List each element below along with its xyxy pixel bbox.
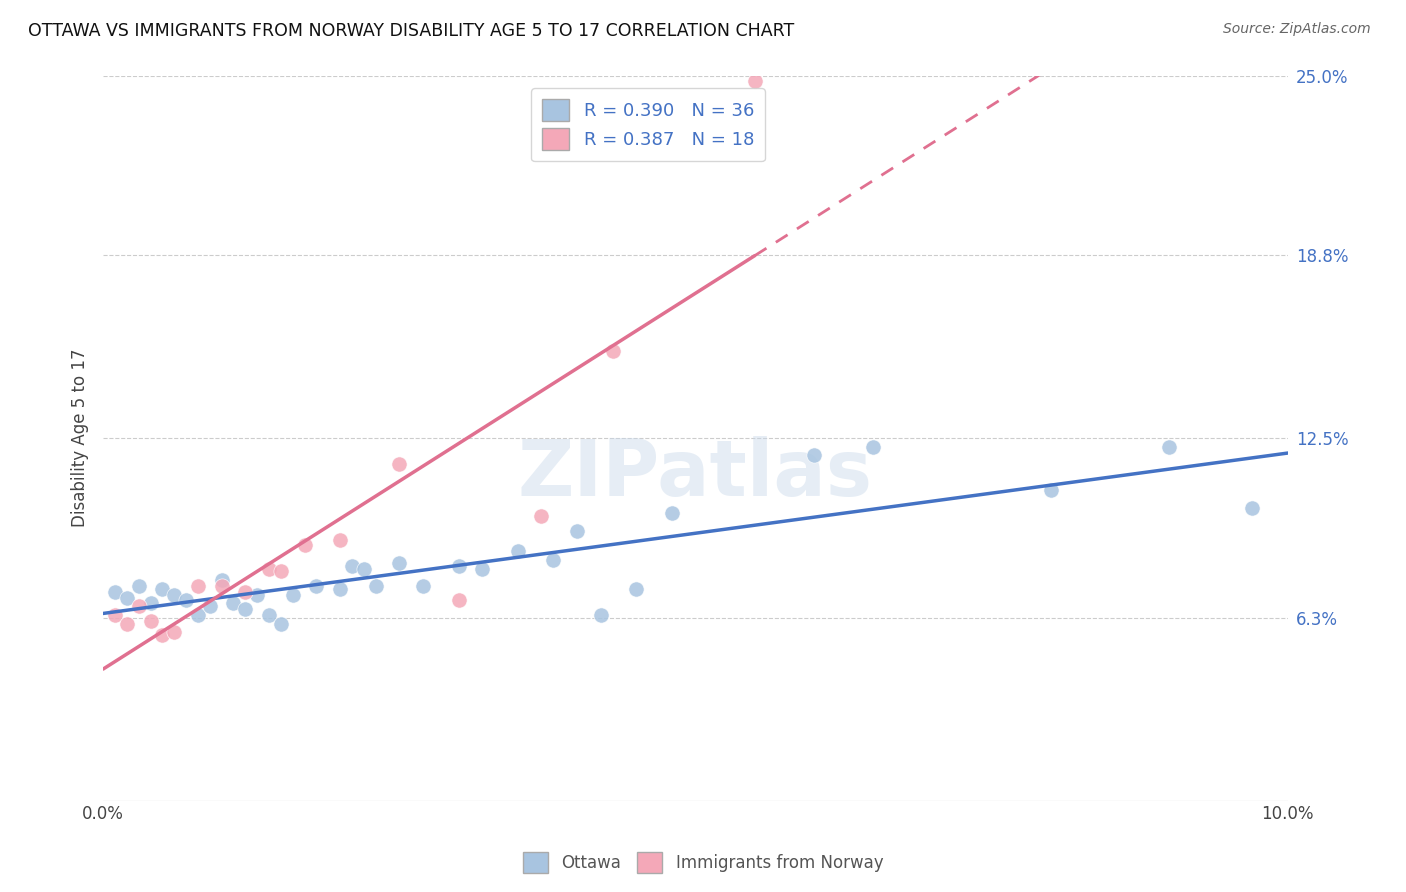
Legend: R = 0.390   N = 36, R = 0.387   N = 18: R = 0.390 N = 36, R = 0.387 N = 18	[531, 88, 765, 161]
Point	[329, 533, 352, 547]
Point	[163, 625, 186, 640]
Point	[270, 565, 292, 579]
Point	[471, 561, 494, 575]
Point	[589, 607, 612, 622]
Point	[1159, 440, 1181, 454]
Point	[163, 588, 186, 602]
Point	[530, 509, 553, 524]
Point	[104, 584, 127, 599]
Point	[364, 579, 387, 593]
Point	[233, 602, 256, 616]
Point	[329, 582, 352, 596]
Point	[187, 579, 209, 593]
Point	[211, 579, 233, 593]
Point	[222, 596, 245, 610]
Point	[1039, 483, 1062, 498]
Point	[281, 588, 304, 602]
Point	[246, 588, 269, 602]
Point	[128, 599, 150, 614]
Point	[388, 457, 411, 471]
Point	[211, 573, 233, 587]
Y-axis label: Disability Age 5 to 17: Disability Age 5 to 17	[72, 349, 89, 527]
Point	[305, 579, 328, 593]
Text: Source: ZipAtlas.com: Source: ZipAtlas.com	[1223, 22, 1371, 37]
Point	[187, 607, 209, 622]
Text: ZIPatlas: ZIPatlas	[517, 436, 873, 512]
Point	[447, 558, 470, 573]
Point	[174, 593, 197, 607]
Point	[270, 616, 292, 631]
Legend: Ottawa, Immigrants from Norway: Ottawa, Immigrants from Norway	[516, 846, 890, 880]
Point	[150, 582, 173, 596]
Point	[447, 593, 470, 607]
Point	[115, 591, 138, 605]
Point	[128, 579, 150, 593]
Point	[150, 628, 173, 642]
Point	[340, 558, 363, 573]
Point	[353, 561, 375, 575]
Point	[862, 440, 884, 454]
Point	[803, 449, 825, 463]
Point	[139, 614, 162, 628]
Text: OTTAWA VS IMMIGRANTS FROM NORWAY DISABILITY AGE 5 TO 17 CORRELATION CHART: OTTAWA VS IMMIGRANTS FROM NORWAY DISABIL…	[28, 22, 794, 40]
Point	[388, 556, 411, 570]
Point	[1241, 500, 1264, 515]
Point	[233, 584, 256, 599]
Point	[257, 561, 280, 575]
Point	[565, 524, 588, 538]
Point	[626, 582, 648, 596]
Point	[198, 599, 221, 614]
Point	[543, 553, 565, 567]
Point	[104, 607, 127, 622]
Point	[139, 596, 162, 610]
Point	[506, 544, 529, 558]
Point	[744, 74, 766, 88]
Point	[602, 344, 624, 359]
Point	[412, 579, 434, 593]
Point	[294, 538, 316, 552]
Point	[115, 616, 138, 631]
Point	[661, 507, 683, 521]
Point	[257, 607, 280, 622]
